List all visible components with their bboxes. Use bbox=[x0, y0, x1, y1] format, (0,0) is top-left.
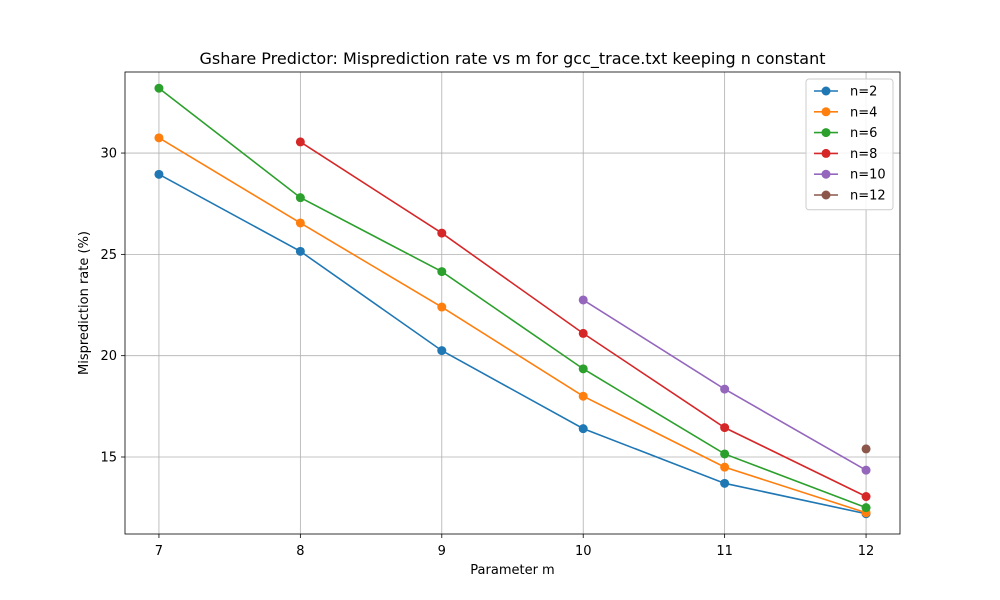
plot-area bbox=[125, 72, 900, 534]
legend-label: n=4 bbox=[850, 105, 877, 120]
x-tick-label: 10 bbox=[575, 544, 592, 559]
legend-label: n=10 bbox=[850, 168, 886, 183]
data-point bbox=[295, 246, 305, 256]
series-n-12 bbox=[861, 444, 871, 454]
legend-label: n=8 bbox=[850, 147, 877, 162]
data-point bbox=[295, 193, 305, 203]
axis-ticks: 7 8 9 10 11 12 15 20 25 30 bbox=[100, 147, 874, 559]
y-tick-label: 25 bbox=[100, 248, 117, 263]
data-point bbox=[154, 133, 164, 143]
legend-item: n=10 bbox=[814, 168, 886, 183]
data-point bbox=[437, 346, 447, 356]
series-n-4 bbox=[154, 133, 871, 518]
data-point bbox=[578, 328, 588, 338]
y-tick-label: 15 bbox=[100, 451, 117, 466]
legend-marker bbox=[821, 148, 831, 158]
series-n-8 bbox=[295, 137, 871, 502]
data-point bbox=[437, 302, 447, 312]
x-tick-label: 7 bbox=[155, 544, 163, 559]
y-tick-label: 20 bbox=[100, 349, 117, 364]
series-line bbox=[158, 137, 867, 514]
legend-marker bbox=[821, 86, 831, 96]
legend-marker bbox=[821, 107, 831, 117]
data-point bbox=[437, 267, 447, 277]
legend-marker bbox=[821, 190, 831, 200]
data-point bbox=[861, 444, 871, 454]
x-tick-label: 11 bbox=[716, 544, 733, 559]
data-point bbox=[720, 423, 730, 433]
series-layer bbox=[154, 83, 871, 519]
data-point bbox=[578, 364, 588, 374]
data-point bbox=[578, 424, 588, 434]
legend-label: n=6 bbox=[850, 126, 877, 141]
data-point bbox=[720, 478, 730, 488]
data-point bbox=[578, 295, 588, 305]
data-point bbox=[437, 228, 447, 238]
legend: n=2 n=4 n=6 n=8 n=10 n=12 bbox=[805, 78, 894, 211]
series-line bbox=[158, 173, 867, 515]
legend-marker bbox=[821, 169, 831, 179]
data-point bbox=[154, 169, 164, 179]
legend-item: n=8 bbox=[814, 147, 877, 162]
data-point bbox=[861, 492, 871, 502]
data-point bbox=[295, 137, 305, 147]
series-n-10 bbox=[578, 295, 871, 475]
legend-item: n=4 bbox=[814, 105, 877, 120]
x-tick-label: 8 bbox=[296, 544, 304, 559]
data-point bbox=[861, 503, 871, 513]
x-tick-label: 9 bbox=[438, 544, 446, 559]
data-point bbox=[720, 449, 730, 459]
data-point bbox=[295, 218, 305, 228]
legend-item: n=12 bbox=[814, 189, 886, 204]
legend-marker bbox=[821, 128, 831, 138]
legend-label: n=12 bbox=[850, 189, 886, 204]
chart-title: Gshare Predictor: Misprediction rate vs … bbox=[199, 49, 825, 69]
legend-label: n=2 bbox=[850, 85, 877, 100]
x-tick-label: 12 bbox=[858, 544, 875, 559]
legend-item: n=6 bbox=[814, 126, 877, 141]
legend-item: n=2 bbox=[814, 85, 877, 100]
plot-frame bbox=[124, 71, 901, 535]
data-point bbox=[720, 462, 730, 472]
data-point bbox=[578, 391, 588, 401]
y-axis-label: Misprediction rate (%) bbox=[77, 231, 92, 375]
data-point bbox=[154, 83, 164, 93]
y-tick-label: 30 bbox=[100, 147, 117, 162]
data-point bbox=[861, 465, 871, 475]
x-axis-label: Parameter m bbox=[470, 563, 554, 578]
series-n-6 bbox=[154, 83, 871, 513]
series-line bbox=[158, 87, 867, 509]
data-point bbox=[720, 384, 730, 394]
